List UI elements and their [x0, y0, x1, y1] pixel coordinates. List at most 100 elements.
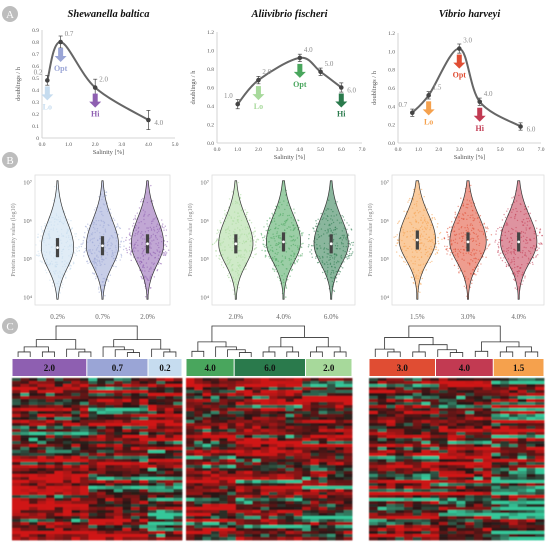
heatmap-cell — [12, 381, 21, 385]
category-label: 4.0% — [276, 313, 291, 321]
heatmap-cell — [88, 423, 98, 427]
heatmap-cell — [327, 417, 336, 421]
heatmap-cell — [439, 387, 449, 391]
heatmap-cell — [148, 480, 157, 484]
heatmap-cell — [227, 513, 237, 517]
jitter-point — [117, 225, 119, 227]
panel-letter-c: C — [2, 318, 18, 334]
heatmap-cell — [88, 453, 98, 457]
heatmap-cell — [156, 453, 166, 457]
group-bar-3: 2.0 — [306, 359, 352, 376]
heatmap-cell — [335, 402, 345, 406]
heatmap-cell — [310, 420, 320, 424]
heatmap-cell — [20, 399, 30, 403]
heatmap-cell — [131, 450, 140, 454]
heatmap-cell — [202, 522, 212, 526]
heatmap-cell — [335, 534, 345, 538]
heatmap-cell — [71, 447, 81, 451]
heatmap-cell — [97, 435, 106, 439]
heatmap-cell — [148, 486, 157, 490]
heatmap-cell — [269, 444, 278, 448]
heatmap-cell — [210, 501, 220, 505]
heatmap-cell — [327, 516, 336, 520]
heatmap-cell — [430, 399, 440, 403]
heatmap-cell — [404, 396, 414, 400]
heatmap-cell — [219, 498, 228, 502]
heatmap-cell — [310, 510, 320, 514]
heatmap-cell — [252, 444, 262, 448]
heatmap-cell — [310, 384, 320, 388]
heatmap-cell — [139, 441, 149, 445]
heatmap-cell — [260, 408, 270, 412]
heatmap-cell — [269, 528, 278, 532]
heatmap-cell — [139, 420, 149, 424]
heatmap-cell — [202, 468, 212, 472]
jitter-point — [486, 226, 489, 228]
heatmap-cell — [252, 486, 262, 490]
heatmap-cell — [302, 399, 311, 403]
heatmap-cell — [37, 495, 47, 499]
heatmap-cell — [46, 462, 55, 466]
jitter-point — [322, 271, 324, 274]
heatmap-cell — [29, 495, 38, 499]
data-point — [456, 46, 462, 51]
heatmap-cell — [173, 504, 183, 508]
heatmap-cell — [12, 459, 21, 463]
heatmap-cell — [194, 525, 203, 529]
dendrogram-branch — [506, 346, 532, 352]
heatmap-cell — [105, 405, 115, 409]
heatmap-cells — [12, 378, 183, 541]
heatmap-cell — [219, 384, 228, 388]
jitter-point — [83, 237, 86, 239]
jitter-point — [87, 223, 89, 225]
heatmap-cell — [97, 387, 106, 391]
heatmap-cell — [88, 489, 98, 493]
jitter-point — [532, 263, 534, 265]
heatmap-cell — [88, 417, 98, 421]
heatmap-cell — [173, 531, 183, 535]
heatmap-cell — [131, 531, 140, 535]
heatmap-cell — [335, 414, 345, 418]
heatmap-cell — [327, 399, 336, 403]
heatmap-cell — [219, 489, 228, 493]
chart-title: Aliivibrio fischeri — [250, 9, 327, 20]
heatmap-cell — [148, 489, 157, 493]
heatmap-cell — [277, 426, 286, 430]
heatmap-cell — [148, 378, 157, 382]
jitter-point — [512, 196, 515, 198]
heatmap-cell — [37, 522, 47, 526]
heatmap-cell — [269, 537, 278, 541]
heatmap-cell — [71, 444, 81, 448]
heatmap-cell — [244, 510, 253, 514]
heatmap-cell — [139, 387, 149, 391]
heatmap-cell — [252, 402, 262, 406]
heatmap-cell — [210, 516, 220, 520]
heatmap-cell — [318, 429, 328, 433]
heatmap-cell — [302, 525, 311, 529]
heatmap-cell — [318, 396, 328, 400]
arrow-shaft — [477, 107, 483, 117]
heatmap-cell — [310, 441, 320, 445]
heatmap-cell — [122, 510, 132, 514]
heatmap-cell — [277, 477, 286, 481]
condition-arrow-lo: Lo — [41, 86, 54, 111]
heatmap-cell — [139, 525, 149, 529]
heatmap-cell — [447, 393, 457, 397]
heatmap-cell — [244, 450, 253, 454]
heatmap-cell — [173, 510, 183, 514]
heatmap-cell — [114, 384, 123, 388]
heatmap-cell — [139, 456, 149, 460]
jitter-point — [341, 214, 343, 217]
jitter-point — [221, 217, 224, 220]
heatmap-cell — [318, 459, 328, 463]
heatmap-cell — [269, 399, 278, 403]
arrow-shaft — [456, 54, 462, 64]
heatmap-cell — [260, 426, 270, 430]
heatmap-cell — [37, 411, 47, 415]
heatmap-cell — [202, 447, 212, 451]
heatmap-cell — [194, 522, 203, 526]
heatmap-cell — [12, 495, 21, 499]
heatmap-cell — [252, 474, 262, 478]
violin-median — [517, 240, 521, 244]
heatmap-cell — [173, 483, 183, 487]
